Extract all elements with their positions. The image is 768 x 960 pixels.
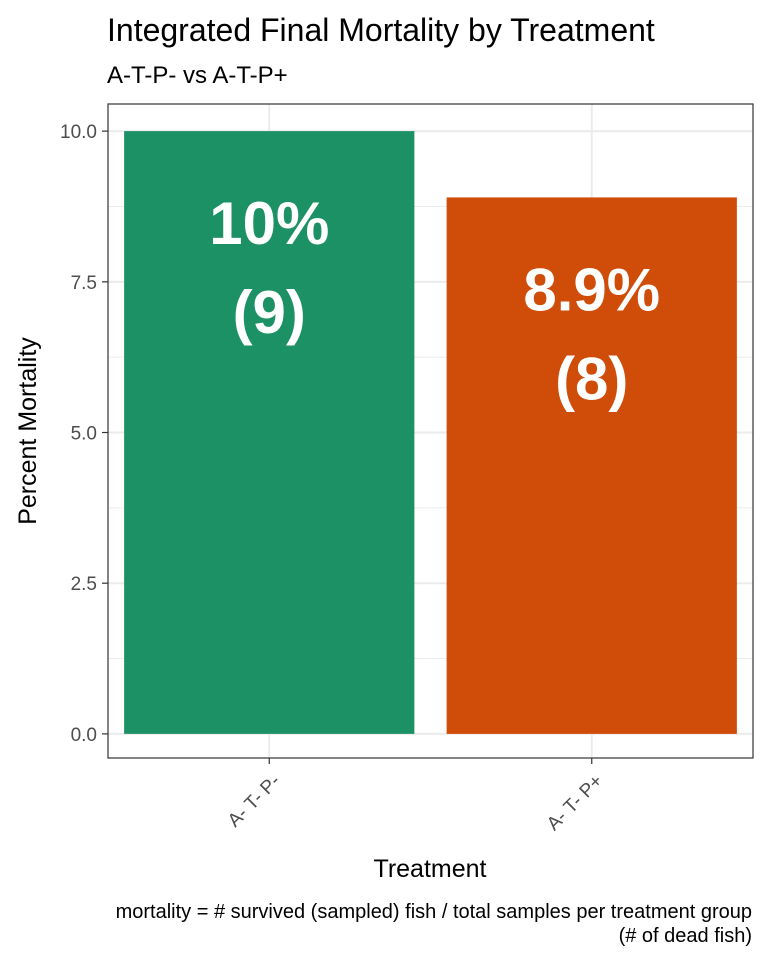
bar-percent-label: 10%	[209, 190, 329, 257]
y-tick-label: 2.5	[71, 574, 97, 595]
bar-percent-label: 8.9%	[523, 256, 660, 323]
x-axis-title: Treatment	[373, 855, 486, 883]
caption-line-1: mortality = # survived (sampled) fish / …	[116, 901, 752, 923]
bars: 10% (9) 8.9% (8)	[124, 131, 737, 734]
y-tick-label: 5.0	[71, 424, 97, 445]
y-tick-label: 10.0	[60, 122, 97, 143]
bar-count-label: (9)	[233, 279, 306, 346]
x-tick-label: A- T- P+	[543, 771, 607, 835]
bar	[446, 197, 737, 734]
x-axis-ticks: A- T- P- A- T- P+	[224, 758, 607, 835]
plot-border	[107, 103, 754, 759]
y-tick-label: 7.5	[71, 273, 97, 294]
chart-title: Integrated Final Mortality by Treatment	[107, 12, 655, 48]
y-axis-ticks: 0.0 2.5 5.0 7.5 10.0	[60, 122, 108, 746]
caption-line-2: (# of dead fish)	[619, 925, 752, 947]
x-tick-label: A- T- P-	[224, 771, 285, 832]
y-tick-label: 0.0	[71, 725, 97, 746]
bar-count-label: (8)	[555, 345, 628, 412]
chart-subtitle: A-T-P- vs A-T-P+	[107, 62, 288, 89]
bar	[124, 131, 415, 734]
y-axis-title: Percent Mortality	[14, 337, 42, 525]
